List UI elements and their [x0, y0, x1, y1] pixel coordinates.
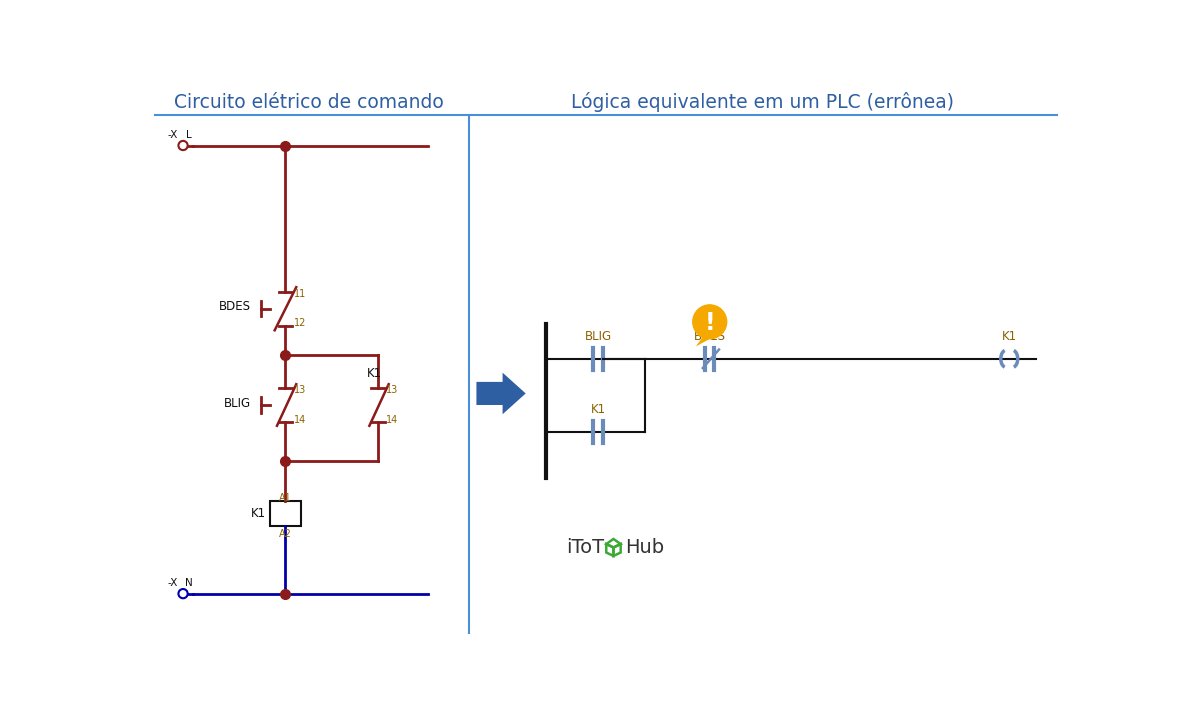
Text: K1: K1 [591, 404, 605, 417]
Text: 12: 12 [294, 318, 306, 328]
Text: K1: K1 [366, 367, 382, 380]
Bar [269, 501, 301, 526]
Text: 13: 13 [387, 385, 398, 395]
Text: 13: 13 [294, 385, 306, 395]
Text: Lógica equivalente em um PLC (errônea): Lógica equivalente em um PLC (errônea) [571, 93, 954, 112]
Text: BDES: BDES [219, 300, 251, 313]
Text: L: L [186, 130, 191, 140]
Polygon shape [696, 335, 713, 347]
Text: -X: -X [167, 130, 177, 140]
Text: BLIG: BLIG [223, 397, 251, 409]
Text: A2: A2 [279, 528, 292, 538]
Text: A1: A1 [279, 493, 292, 503]
Text: iToT: iToT [566, 538, 605, 557]
Text: 14: 14 [294, 414, 306, 424]
Text: BDES: BDES [694, 330, 726, 343]
Text: K1: K1 [1001, 330, 1017, 343]
Text: N: N [184, 578, 193, 588]
Circle shape [693, 305, 727, 339]
Text: -X: -X [167, 578, 177, 588]
Text: Circuito elétrico de comando: Circuito elétrico de comando [174, 93, 443, 112]
Text: 11: 11 [294, 289, 306, 299]
Text: K1: K1 [251, 507, 266, 520]
Text: !: ! [704, 311, 715, 335]
Text: Hub: Hub [625, 538, 664, 557]
Text: 14: 14 [387, 414, 398, 424]
Text: BLIG: BLIG [585, 330, 611, 343]
Polygon shape [476, 372, 526, 414]
